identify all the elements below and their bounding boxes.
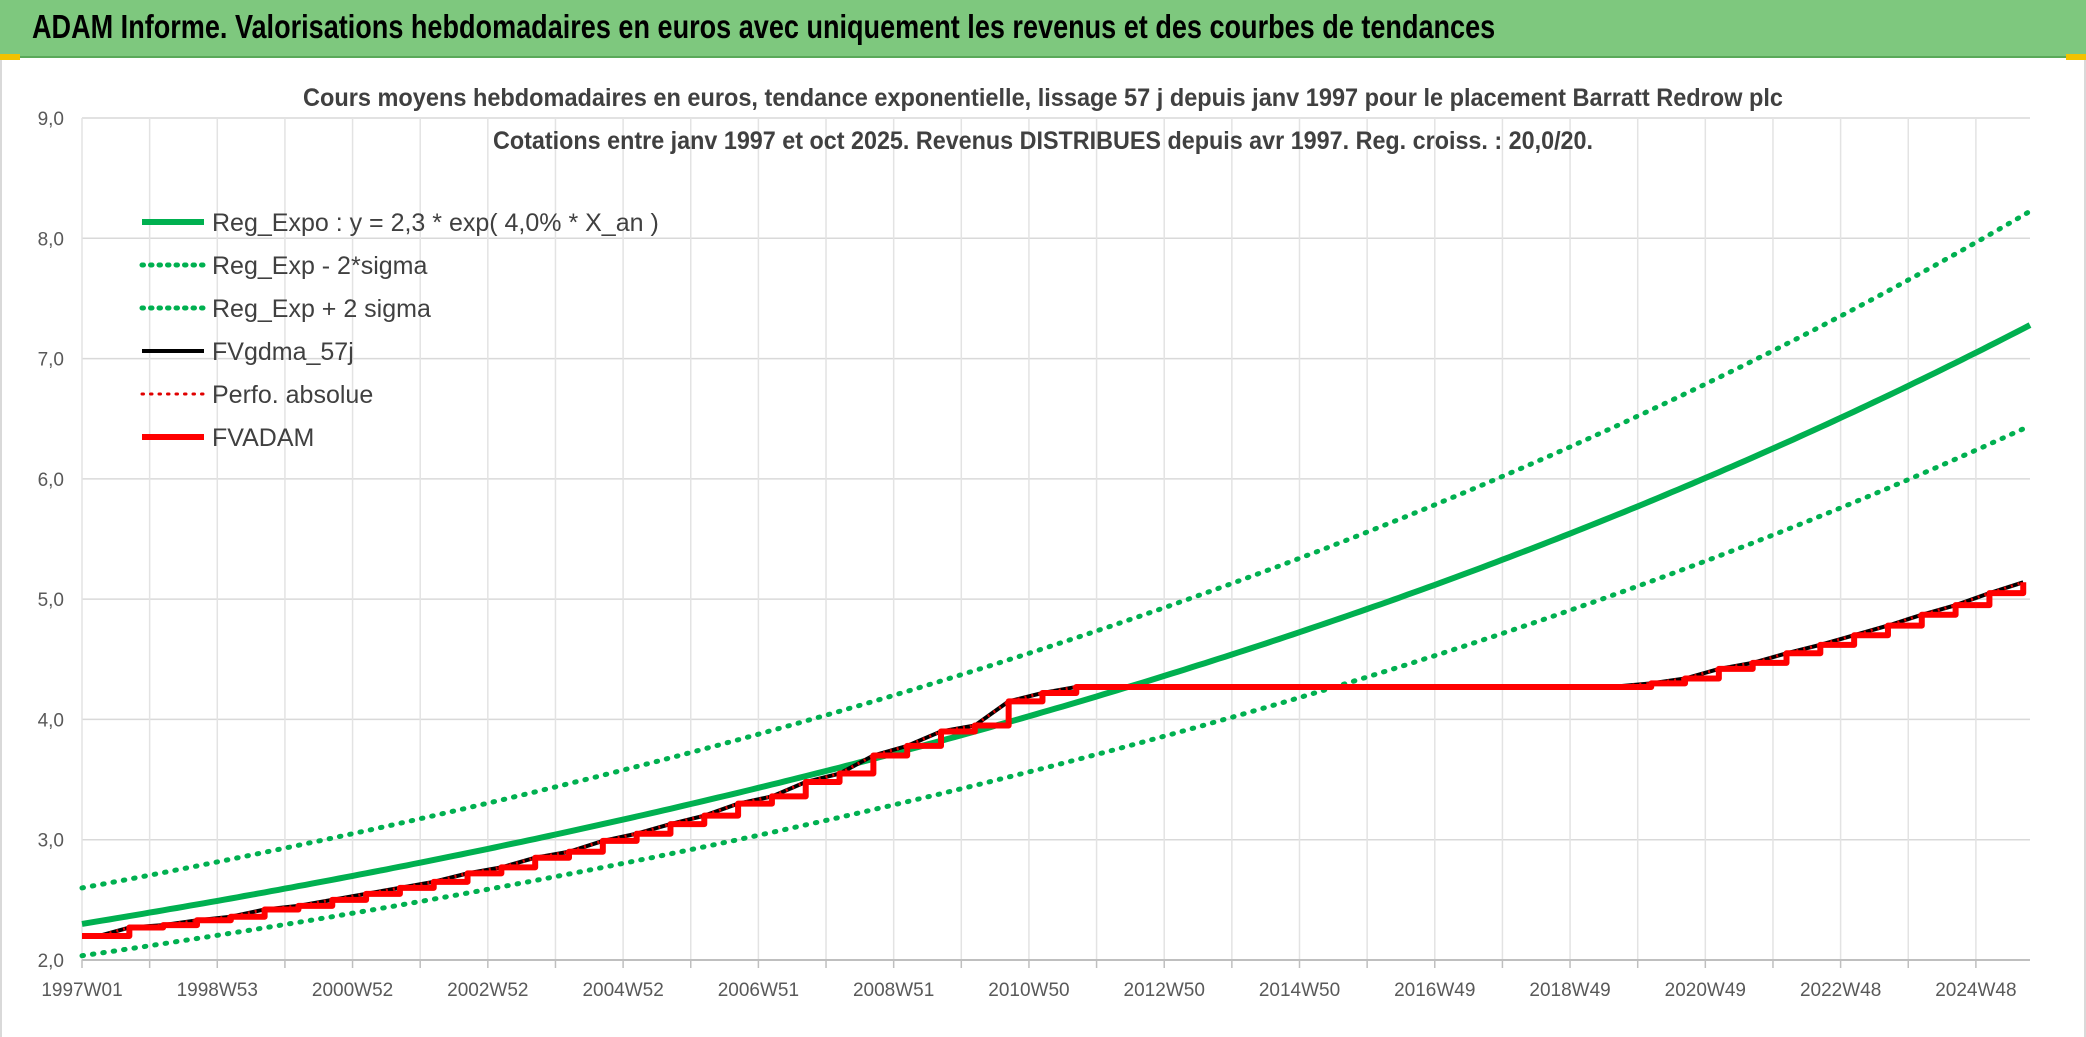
legend-label: FVADAM (212, 424, 314, 452)
legend-label: Reg_Exp - 2*sigma (212, 252, 427, 280)
chart-title-line-2: Cotations entre janv 1997 et oct 2025. R… (493, 127, 1593, 155)
x-tick-label: 1997W01 (41, 980, 122, 1001)
chart-area: 2,0 3,0 4,0 5,0 6,0 7,0 8,0 9,0 1997W01 1998W53 20… (0, 60, 2086, 1037)
x-tick-label: 2000W52 (312, 980, 393, 1001)
y-tick-label: 6,0 (38, 470, 64, 491)
series (79, 208, 2033, 959)
x-tick-label: 2006W51 (718, 980, 799, 1001)
y-tick-label: 9,0 (38, 109, 64, 130)
y-tick-label: 4,0 (38, 710, 64, 731)
x-tick-label: 2004W52 (582, 980, 663, 1001)
legend-label: FVgdma_57j (212, 338, 354, 366)
series-reg-expo (81, 322, 2032, 927)
grid-lines (81, 117, 2030, 961)
series-perfo-absolue (82, 580, 2024, 938)
legend-label: Perfo. absolue (212, 381, 373, 409)
axes: 2,0 3,0 4,0 5,0 6,0 7,0 8,0 9,0 1997W01 1998W53 20… (38, 109, 2030, 1001)
y-tick-label: 2,0 (38, 951, 64, 972)
series-fvadam (82, 582, 2027, 939)
corner-marker-right (2066, 54, 2086, 60)
x-tick-label: 2014W50 (1259, 980, 1340, 1001)
report-banner: ADAM Informe. Valorisations hebdomadaire… (0, 0, 2086, 58)
x-tick-label: 2020W49 (1665, 980, 1746, 1001)
series-fvgdma-57j (82, 580, 2024, 938)
report-title: ADAM Informe. Valorisations hebdomadaire… (32, 8, 1496, 45)
x-tick-label: 2024W48 (1935, 980, 2016, 1001)
y-tick-label: 8,0 (38, 229, 64, 250)
corner-marker-left (0, 54, 20, 60)
line-chart: 2,0 3,0 4,0 5,0 6,0 7,0 8,0 9,0 1997W01 1998W53 20… (38, 84, 2033, 1001)
x-tick-label: 2018W49 (1529, 980, 1610, 1001)
legend-label: Reg_Expo : y = 2,3 * exp( 4,0% * X_an ) (212, 209, 659, 237)
legend-label: Reg_Exp + 2 sigma (212, 295, 431, 323)
series-reg-exp-minus-2-sigma (79, 423, 2033, 959)
x-tick-label: 1998W53 (177, 980, 258, 1001)
x-tick-label: 2012W50 (1124, 980, 1205, 1001)
y-tick-label: 3,0 (38, 831, 64, 852)
x-tick-label: 2010W50 (988, 980, 1069, 1001)
x-tick-label: 2016W49 (1394, 980, 1475, 1001)
legend: Reg_Expo : y = 2,3 * exp( 4,0% * X_an ) R… (139, 209, 659, 452)
x-tick-label: 2002W52 (447, 980, 528, 1001)
x-tick-label: 2022W48 (1800, 980, 1881, 1001)
y-tick-label: 7,0 (38, 350, 64, 371)
y-tick-label: 5,0 (38, 590, 64, 611)
x-tick-label: 2008W51 (853, 980, 934, 1001)
chart-title-line-1: Cours moyens hebdomadaires en euros, ten… (303, 84, 1783, 112)
series-reg-exp-plus-2-sigma (79, 208, 2033, 891)
